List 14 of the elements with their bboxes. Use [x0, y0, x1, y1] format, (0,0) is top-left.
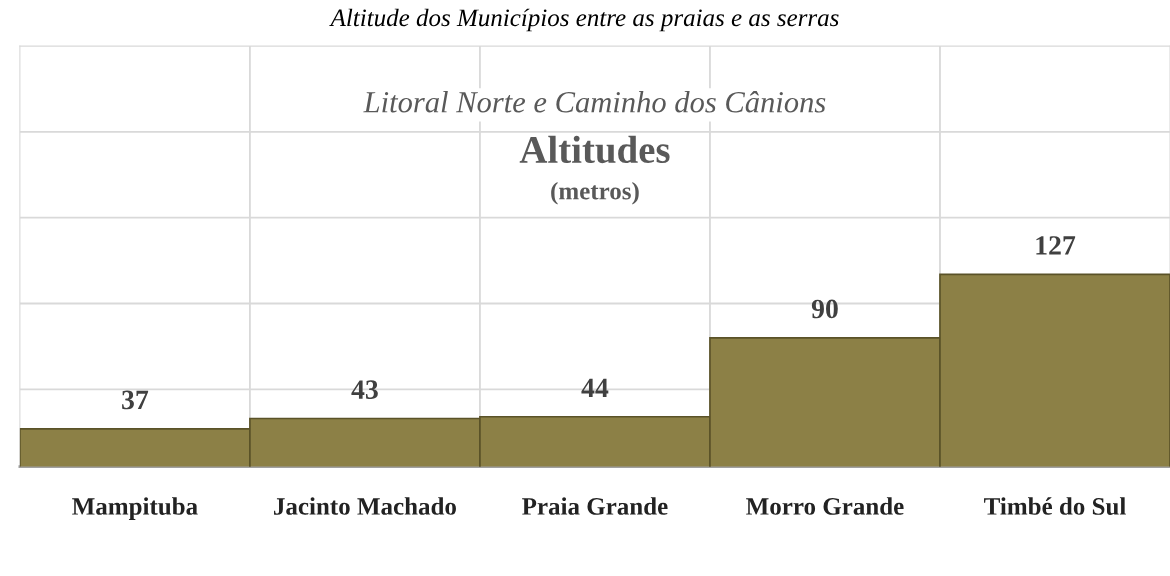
data-label: 90 [811, 299, 838, 319]
text: Altitude dos Municípios entre as praias e as serras [329, 8, 839, 32]
x-tick-label: Morro Grande [746, 497, 904, 515]
x-tick-label: Mampituba [72, 497, 198, 520]
x-tick-label: Praia Grande [522, 497, 668, 515]
data-label: 127 [1036, 236, 1076, 255]
x-tick-label: Timbé do Sul [984, 497, 1126, 515]
data-label: 44 [581, 378, 609, 397]
x-tick-label: Jacinto Machado [274, 497, 456, 515]
text: (metros) [551, 181, 639, 205]
text: Altitudes [519, 135, 670, 164]
data-label: 37 [122, 390, 149, 410]
annotation: Litoral Norte e Caminho dos Cânions [363, 91, 826, 113]
data-label: 43 [351, 380, 378, 399]
